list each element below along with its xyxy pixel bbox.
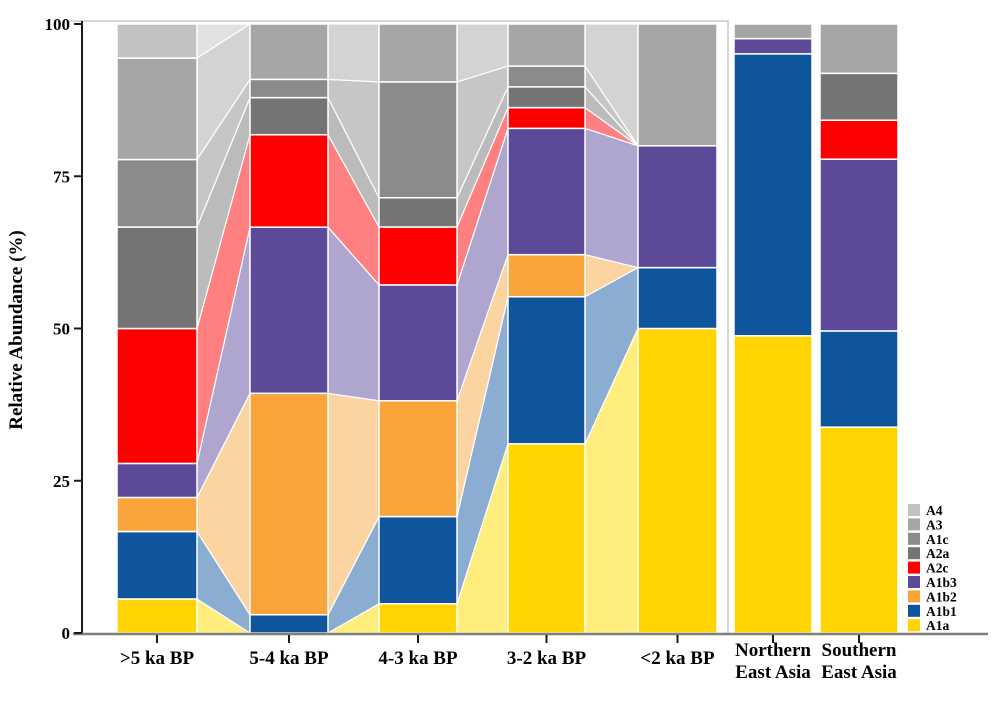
y-tick-label: 100 <box>45 15 71 34</box>
plot-frame <box>67 20 729 633</box>
x-axis-label-6-line1: East Asia <box>821 662 897 683</box>
bar-segment-A1c-col2 <box>378 81 458 199</box>
legend-label-A1b2: A1b2 <box>926 589 957 604</box>
bar-segment-A4-col0 <box>116 23 198 59</box>
bar-segment-A1a-col6 <box>819 426 899 634</box>
bar-segment-A2c-col2 <box>378 226 458 286</box>
bar-segment-A3-col5 <box>733 23 813 40</box>
legend-swatch-A3 <box>908 518 920 531</box>
legend-label-A2a: A2a <box>926 546 949 561</box>
x-axis-label-1: 5-4 ka BP <box>249 648 329 669</box>
legend-swatch-A2c <box>908 561 920 574</box>
bar-segment-A2a-col1 <box>249 96 329 136</box>
legend-swatch-A1b3 <box>908 576 920 588</box>
bar-segment-A1b1-col4 <box>637 266 718 330</box>
bar-segment-A1a-col4 <box>637 327 718 634</box>
y-axis-title: Relative Abundance (%) <box>6 230 27 430</box>
x-axis-label-0: >5 ka BP <box>120 648 195 669</box>
bar-segment-A2a-col3 <box>507 86 586 109</box>
bar-segment-A2a-col0 <box>116 226 198 330</box>
legend-swatch-A2a <box>908 547 920 560</box>
bar-segment-A3-col0 <box>116 57 198 161</box>
flow-connector-A1b3 <box>584 127 639 269</box>
bar-segment-A1c-col1 <box>249 78 329 99</box>
legend-swatch-A1b2 <box>908 590 920 603</box>
legend-swatch-A4 <box>908 504 920 516</box>
bar-segment-A1b2-col3 <box>507 253 586 298</box>
legend-swatch-A1a <box>908 619 920 632</box>
legend-swatch-A1c <box>908 532 920 545</box>
bar-segment-A1b1-col6 <box>819 330 899 428</box>
bar-segment-A2c-col0 <box>116 327 198 465</box>
bar-segment-A1b1-col1 <box>249 613 329 634</box>
bar-segment-A3-col1 <box>249 23 329 81</box>
bar-segment-A2a-col6 <box>819 72 899 121</box>
legend-label-A2c: A2c <box>926 561 949 576</box>
y-tick-label: 0 <box>62 624 71 643</box>
x-axis-label-3: 3-2 ka BP <box>507 648 587 669</box>
bar-segment-A1b1-col5 <box>733 53 813 337</box>
y-tick-label: 25 <box>53 472 70 491</box>
legend-label-A1b3: A1b3 <box>926 575 957 590</box>
bar-segment-A1a-col0 <box>116 598 198 634</box>
bar-segment-A1b2-col2 <box>378 399 458 518</box>
y-tick-label: 75 <box>53 167 70 186</box>
x-axis-label-4: <2 ka BP <box>640 648 715 669</box>
bar-segment-A1a-col3 <box>507 443 586 634</box>
bar-segment-A3-col2 <box>378 23 458 83</box>
flow-connector-A3 <box>327 23 380 83</box>
legend-label-A3: A3 <box>926 517 943 532</box>
bar-segment-A1b3-col1 <box>249 226 329 395</box>
x-axis-label-5-line1: East Asia <box>735 662 811 683</box>
bar-segment-A1c-col3 <box>507 65 586 88</box>
legend-label-A1b1: A1b1 <box>926 604 957 619</box>
bar-segment-A1a-col2 <box>378 602 458 634</box>
y-tick-label: 50 <box>53 320 70 339</box>
bar-segment-A1b3-col4 <box>637 145 718 269</box>
bar-segment-A3-col4 <box>637 23 718 147</box>
legend-label-A1c: A1c <box>926 532 949 547</box>
bar-segment-A3-col6 <box>819 23 899 75</box>
bar-segment-A1b1-col2 <box>378 515 458 605</box>
legend-label-A4: A4 <box>926 503 943 518</box>
bar-segment-A1b3-col6 <box>819 158 899 332</box>
bar-segment-A2c-col6 <box>819 119 899 160</box>
bar-segment-A1a-col5 <box>733 335 813 634</box>
bar-segment-A1b3-col3 <box>507 127 586 256</box>
bar-segment-A1b3-col5 <box>733 37 813 55</box>
bar-segment-A3-col3 <box>507 23 586 67</box>
bar-segment-A1b1-col3 <box>507 296 586 445</box>
legend-swatch-A1b1 <box>908 604 920 617</box>
bar-segment-A1b3-col2 <box>378 284 458 402</box>
bar-segment-A1b1-col0 <box>116 530 198 600</box>
x-axis-label-2: 4-3 ka BP <box>378 648 458 669</box>
bar-segment-A1b3-col0 <box>116 462 198 499</box>
bar-segment-A2c-col1 <box>249 133 329 228</box>
bar-segment-A2c-col3 <box>507 106 586 130</box>
bar-segment-A1b2-col0 <box>116 496 198 533</box>
bar-segment-A1c-col0 <box>116 158 198 228</box>
legend-label-A1a: A1a <box>926 618 949 633</box>
x-axis-label-5-line0: Northern <box>735 640 811 661</box>
x-axis-label-6-line0: Southern <box>822 640 897 661</box>
bar-segment-A1b2-col1 <box>249 392 329 616</box>
bar-segment-A2a-col2 <box>378 196 458 228</box>
